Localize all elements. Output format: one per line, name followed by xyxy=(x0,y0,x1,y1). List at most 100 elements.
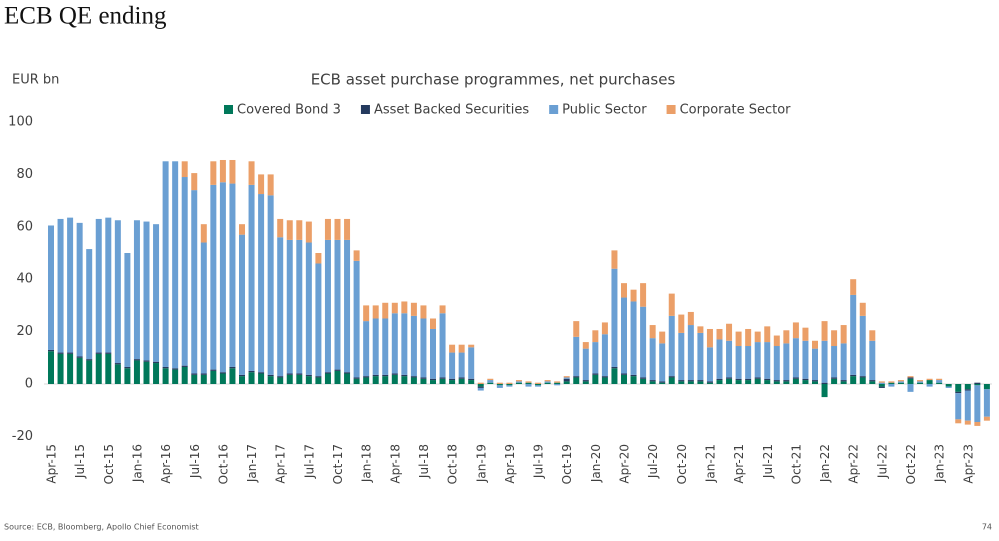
legend-swatch xyxy=(666,105,676,114)
x-tick-label: Jul-21 xyxy=(761,444,775,479)
bar-segment xyxy=(363,305,370,322)
bar-segment xyxy=(802,380,809,384)
bar-segment xyxy=(640,377,647,379)
bar-segment xyxy=(401,313,408,375)
bar-segment xyxy=(821,340,828,383)
bar-segment xyxy=(735,346,742,379)
bar-segment xyxy=(783,343,790,381)
bar-segment xyxy=(267,376,274,384)
bar-segment xyxy=(773,381,780,384)
bar-segment xyxy=(114,364,121,384)
bar-segment xyxy=(191,373,198,375)
bar-segment xyxy=(955,393,962,420)
bar-segment xyxy=(391,302,398,314)
bar-segment xyxy=(315,376,322,378)
bar-segment xyxy=(219,159,226,183)
bar-segment xyxy=(200,224,207,243)
bar-segment xyxy=(191,173,198,191)
bar-segment xyxy=(668,315,675,377)
bar-segment xyxy=(697,380,704,382)
bar-segment xyxy=(344,372,351,374)
bar-segment xyxy=(974,385,981,422)
bar-segment xyxy=(840,343,847,381)
bar-segment xyxy=(506,385,513,387)
bar-segment xyxy=(439,305,446,314)
bar-segment xyxy=(611,268,618,367)
bar-segment xyxy=(783,330,790,344)
bar-segment xyxy=(391,373,398,375)
bar-segment xyxy=(458,377,465,379)
bar-segment xyxy=(200,242,207,374)
bar-segment xyxy=(200,373,207,375)
bar-segment xyxy=(936,378,943,381)
bar-segment xyxy=(582,381,589,384)
bar-segment xyxy=(535,382,542,384)
bar-segment xyxy=(420,305,427,319)
bar-segment xyxy=(907,377,914,379)
x-tick-label: Apr-22 xyxy=(847,444,861,484)
bar-segment xyxy=(334,239,341,370)
bar-segment xyxy=(420,318,427,378)
bar-segment xyxy=(324,218,331,240)
bar-segment xyxy=(678,381,685,384)
bar-segment xyxy=(964,420,971,425)
bar-segment xyxy=(592,342,599,374)
bar-segment xyxy=(57,353,64,384)
bar-segment xyxy=(764,378,771,381)
bar-segment xyxy=(305,374,312,377)
bar-segment xyxy=(687,381,694,384)
bar-segment xyxy=(840,380,847,382)
bar-segment xyxy=(859,376,866,378)
bar-segment xyxy=(248,370,255,373)
bar-segment xyxy=(114,363,121,365)
bar-segment xyxy=(143,360,150,362)
bar-segment xyxy=(324,239,331,373)
y-tick-label: 100 xyxy=(8,115,33,130)
bar-segment xyxy=(850,294,857,375)
bar-segment xyxy=(668,377,675,384)
bar-segment xyxy=(105,217,112,353)
bar-segment xyxy=(745,380,752,384)
bar-segment xyxy=(248,161,255,185)
bar-segment xyxy=(697,381,704,384)
bar-segment xyxy=(506,382,513,384)
bar-segment xyxy=(124,368,131,384)
bar-segment xyxy=(611,366,618,369)
y-axis-label: EUR bn xyxy=(12,73,59,88)
bar-segment xyxy=(449,352,456,379)
bar-segment xyxy=(640,306,647,378)
bar-segment xyxy=(592,330,599,343)
bar-segment xyxy=(888,381,895,383)
legend-swatch xyxy=(549,105,559,114)
bar-segment xyxy=(897,380,904,382)
bar-segment xyxy=(525,381,532,383)
bar-segment xyxy=(859,302,866,316)
bar-segment xyxy=(869,330,876,341)
bar-segment xyxy=(735,331,742,347)
bar-segment xyxy=(792,338,799,378)
bar-segment xyxy=(630,289,637,302)
bar-segment xyxy=(792,377,799,379)
bar-segment xyxy=(706,382,713,384)
bar-segment xyxy=(248,372,255,384)
bar-segment xyxy=(458,378,465,384)
bar-segment xyxy=(726,323,733,341)
bar-segment xyxy=(181,177,188,366)
bar-segment xyxy=(687,311,694,326)
bar-segment xyxy=(573,377,580,384)
bar-segment xyxy=(439,313,446,378)
bar-segment xyxy=(640,378,647,384)
bar-segment xyxy=(172,369,179,384)
bar-segment xyxy=(697,326,704,333)
bar-segment xyxy=(964,390,971,421)
bar-segment xyxy=(802,378,809,381)
bar-segment xyxy=(210,369,217,371)
y-tick-label: 20 xyxy=(16,324,33,339)
bar-segment xyxy=(936,380,943,383)
y-tick-label: 80 xyxy=(16,167,33,182)
bar-segment xyxy=(286,373,293,375)
bar-segment xyxy=(48,349,54,352)
bar-segment xyxy=(105,353,112,384)
bar-segment xyxy=(563,376,570,378)
bar-segment xyxy=(888,382,895,384)
